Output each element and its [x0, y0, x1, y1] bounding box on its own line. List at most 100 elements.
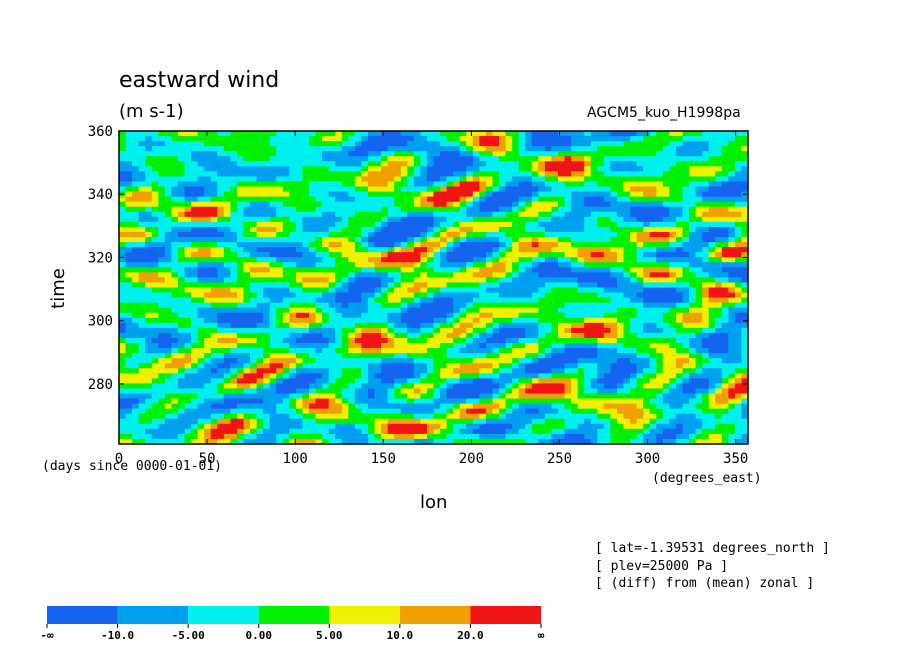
heatmap-cell [557, 201, 566, 208]
heatmap-cell [125, 181, 133, 188]
heatmap-cell [289, 363, 297, 369]
heatmap-cell [243, 211, 251, 218]
heatmap-cell [354, 317, 363, 324]
heatmap-cell [564, 312, 572, 319]
heatmap-cell [649, 337, 657, 344]
heatmap-cell [289, 242, 297, 248]
heatmap-cell [472, 252, 480, 258]
heatmap-cell [571, 196, 579, 203]
heatmap-cell [138, 141, 146, 147]
heatmap-cell [485, 237, 494, 243]
heatmap-cell [394, 277, 402, 284]
heatmap-cell [374, 131, 382, 137]
heatmap-cell [485, 267, 494, 273]
heatmap-cell [282, 231, 290, 238]
heatmap-cell [577, 388, 585, 395]
heatmap-cell [420, 307, 428, 314]
heatmap-cell [551, 358, 559, 364]
heatmap-cell [610, 156, 618, 162]
heatmap-cell [616, 211, 625, 218]
heatmap-cell [675, 292, 684, 299]
heatmap-cell [158, 292, 166, 299]
heatmap-cell [656, 317, 664, 324]
heatmap-cell [295, 348, 304, 354]
heatmap-cell [158, 131, 166, 137]
heatmap-cell [354, 161, 363, 167]
heatmap-cell [394, 363, 402, 369]
heatmap-cell [217, 317, 225, 324]
heatmap-cell [184, 378, 192, 385]
heatmap-cell [616, 373, 625, 379]
heatmap-cell [551, 131, 559, 137]
heatmap-cell [282, 201, 290, 208]
heatmap-cell [230, 151, 238, 157]
heatmap-cell [335, 216, 343, 223]
heatmap-cell [328, 221, 336, 228]
heatmap-cell [453, 161, 461, 167]
heatmap-cell [446, 141, 454, 147]
heatmap-cell [682, 292, 690, 299]
heatmap-cell [590, 247, 598, 253]
heatmap-cell [151, 156, 159, 162]
heatmap-cell [119, 201, 127, 208]
heatmap-cell [236, 332, 245, 339]
heatmap-cell [322, 302, 330, 309]
heatmap-cell [656, 348, 664, 354]
heatmap-cell [322, 166, 330, 172]
heatmap-cell [459, 216, 467, 223]
heatmap-cell [603, 322, 611, 329]
heatmap-cell [590, 383, 598, 390]
heatmap-cell [164, 368, 173, 374]
heatmap-cell [256, 277, 264, 284]
heatmap-cell [466, 156, 474, 162]
heatmap-cell [721, 151, 729, 157]
heatmap-cell [538, 388, 546, 395]
heatmap-cell [381, 383, 389, 390]
heatmap-cell [446, 247, 454, 253]
heatmap-cell [171, 151, 179, 157]
heatmap-cell [472, 206, 480, 213]
heatmap-cell [544, 373, 553, 379]
heatmap-cell [138, 353, 146, 359]
heatmap-cell [734, 383, 743, 390]
heatmap-cell [394, 307, 402, 314]
heatmap-cell [610, 277, 618, 284]
heatmap-cell [643, 388, 651, 395]
heatmap-cell [407, 378, 415, 385]
heatmap-cell [394, 257, 402, 263]
heatmap-cell [603, 358, 611, 364]
heatmap-cell [367, 181, 376, 188]
heatmap-cell [544, 282, 553, 289]
heatmap-cell [538, 262, 546, 268]
heatmap-cell [322, 151, 330, 157]
heatmap-cell [309, 252, 317, 258]
heatmap-cell [171, 242, 179, 248]
heatmap-cell [544, 307, 553, 314]
heatmap-cell [341, 247, 349, 253]
heatmap-cell [479, 322, 487, 329]
heatmap-cell [571, 247, 579, 253]
heatmap-cell [662, 206, 670, 213]
heatmap-cell [164, 292, 173, 299]
heatmap-cell [236, 373, 245, 379]
heatmap-cell [702, 146, 710, 152]
heatmap-cell [643, 242, 651, 248]
heatmap-cell [492, 191, 500, 198]
heatmap-cell [675, 332, 684, 339]
heatmap-cell [433, 358, 441, 364]
heatmap-cell [328, 262, 336, 268]
heatmap-cell [630, 156, 638, 162]
heatmap-cell [453, 136, 461, 142]
heatmap-cell [702, 282, 710, 289]
heatmap-cell [282, 226, 290, 233]
heatmap-cell [499, 297, 507, 304]
heatmap-cell [177, 358, 186, 364]
heatmap-cell [512, 186, 520, 193]
heatmap-cell [413, 267, 421, 273]
heatmap-cell [394, 252, 402, 258]
heatmap-cell [453, 141, 461, 147]
heatmap-cell [256, 383, 264, 390]
heatmap-cell [420, 151, 428, 157]
heatmap-cell [125, 353, 133, 359]
heatmap-cell [217, 211, 225, 218]
